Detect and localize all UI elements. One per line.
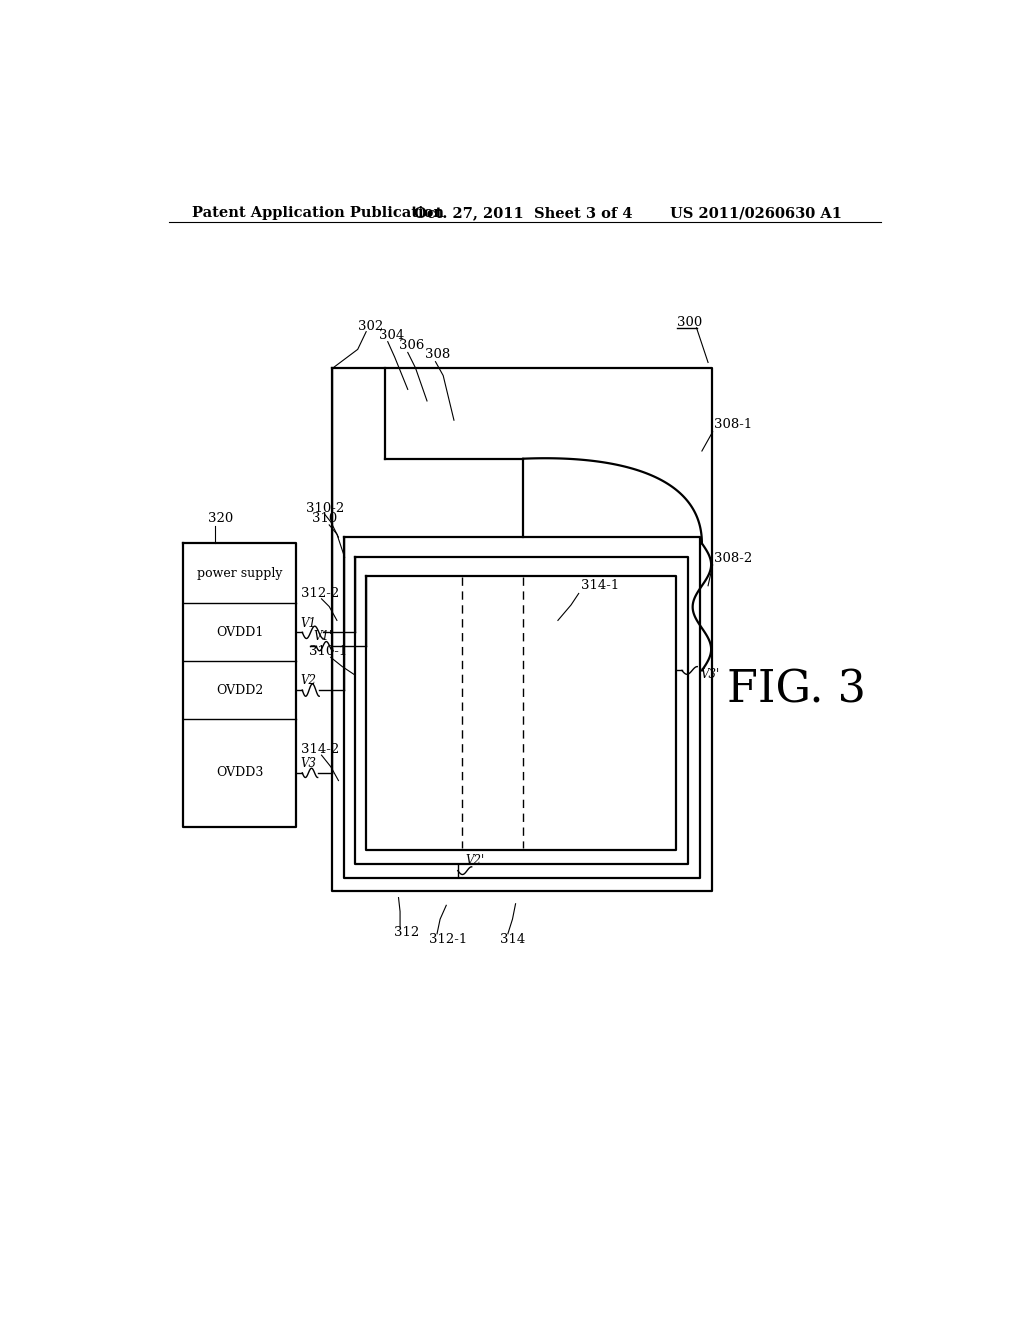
- Text: power supply: power supply: [197, 566, 283, 579]
- Text: V1': V1': [313, 631, 333, 643]
- Text: 314-2: 314-2: [301, 743, 340, 756]
- Text: 300: 300: [677, 315, 702, 329]
- Text: 302: 302: [358, 319, 384, 333]
- Text: V3': V3': [700, 668, 720, 681]
- Text: US 2011/0260630 A1: US 2011/0260630 A1: [670, 206, 842, 220]
- Text: 308: 308: [425, 348, 450, 362]
- Text: V3: V3: [300, 758, 316, 770]
- Text: 310-2: 310-2: [306, 502, 344, 515]
- Text: V2': V2': [466, 854, 484, 867]
- Text: Oct. 27, 2011  Sheet 3 of 4: Oct. 27, 2011 Sheet 3 of 4: [414, 206, 633, 220]
- Text: 314: 314: [500, 933, 525, 946]
- Text: FIG. 3: FIG. 3: [727, 668, 866, 711]
- Text: 310-1: 310-1: [309, 644, 347, 657]
- Text: 306: 306: [398, 339, 424, 352]
- Text: V2: V2: [300, 675, 316, 688]
- Text: 314-1: 314-1: [581, 579, 620, 593]
- Text: 312: 312: [394, 925, 419, 939]
- Text: OVDD2: OVDD2: [216, 684, 263, 697]
- Text: 310: 310: [311, 512, 337, 525]
- Text: V1: V1: [300, 616, 316, 630]
- Text: Patent Application Publication: Patent Application Publication: [193, 206, 444, 220]
- Text: 312-1: 312-1: [429, 933, 468, 946]
- Text: OVDD3: OVDD3: [216, 767, 263, 779]
- Text: 312-2: 312-2: [301, 587, 340, 601]
- Text: OVDD1: OVDD1: [216, 626, 263, 639]
- Text: 308-2: 308-2: [714, 552, 753, 565]
- Text: 320: 320: [208, 512, 232, 525]
- Text: 308-1: 308-1: [714, 417, 753, 430]
- Text: 304: 304: [379, 329, 404, 342]
